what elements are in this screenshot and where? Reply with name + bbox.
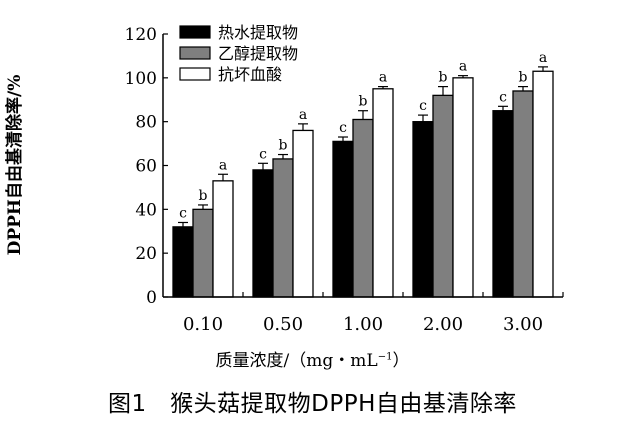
legend-swatch <box>179 67 211 81</box>
x-tick-label: 1.00 <box>343 314 383 335</box>
bar <box>452 77 474 298</box>
legend-swatch <box>179 25 211 39</box>
y-tick-label: 80 <box>135 113 157 133</box>
y-tick-label: 20 <box>135 244 157 264</box>
significance-letter: c <box>339 120 347 136</box>
bar <box>412 121 434 298</box>
bar <box>172 226 194 298</box>
y-tick-label: 40 <box>135 200 157 220</box>
bar <box>292 129 314 298</box>
y-axis-label: DPPH自由基清除率/% <box>5 74 25 256</box>
y-tick-label: 120 <box>125 25 157 45</box>
bar <box>372 88 394 298</box>
bar <box>432 94 454 298</box>
legend-label: 热水提取物 <box>218 23 298 42</box>
x-tick-label: 0.10 <box>183 314 223 335</box>
significance-letter: a <box>539 50 547 66</box>
significance-letter: a <box>379 70 387 86</box>
x-axis-label-exponent: −1 <box>377 351 393 363</box>
bar <box>352 118 374 298</box>
significance-letter: c <box>259 146 267 162</box>
bar <box>492 110 514 298</box>
significance-letter: b <box>199 188 208 204</box>
significance-letter: c <box>179 205 187 221</box>
significance-letter: c <box>499 89 507 105</box>
significance-letter: a <box>299 107 307 123</box>
x-tick-label: 2.00 <box>423 314 463 335</box>
significance-letter: a <box>219 157 227 173</box>
y-tick-label: 0 <box>146 288 157 308</box>
figure-caption: 图1 猴头菇提取物DPPH自由基清除率 <box>108 391 517 417</box>
y-tick-label: 100 <box>125 69 157 89</box>
bar <box>512 90 534 298</box>
x-axis-label-close: ） <box>392 351 410 371</box>
bar <box>192 208 214 298</box>
significance-letter: b <box>279 138 288 154</box>
axes-layer: 0 20 40 60 80 100 120 0.10 0.50 1.00 2.00 3.00 <box>125 25 564 335</box>
x-tick-label: 0.50 <box>263 314 303 335</box>
significance-letter: b <box>359 94 368 110</box>
legend-label: 乙醇提取物 <box>218 44 298 63</box>
y-tick-label: 60 <box>135 157 157 177</box>
legend-label: 抗坏血酸 <box>218 65 282 84</box>
x-tick-label: 3.00 <box>503 314 543 335</box>
x-axis-label-text: 质量浓度/（mg・mL <box>215 351 378 371</box>
x-axis-label: 质量浓度/（mg・mL−1） <box>0 346 625 371</box>
bar <box>532 70 554 298</box>
bar <box>252 169 274 298</box>
significance-letter: c <box>419 98 427 114</box>
significance-letter: b <box>519 70 528 86</box>
significance-letter: a <box>459 59 467 75</box>
legend-swatch <box>179 46 211 60</box>
bar <box>332 140 354 298</box>
bar <box>272 158 294 298</box>
significance-letter: b <box>439 70 448 86</box>
bar <box>212 180 234 298</box>
